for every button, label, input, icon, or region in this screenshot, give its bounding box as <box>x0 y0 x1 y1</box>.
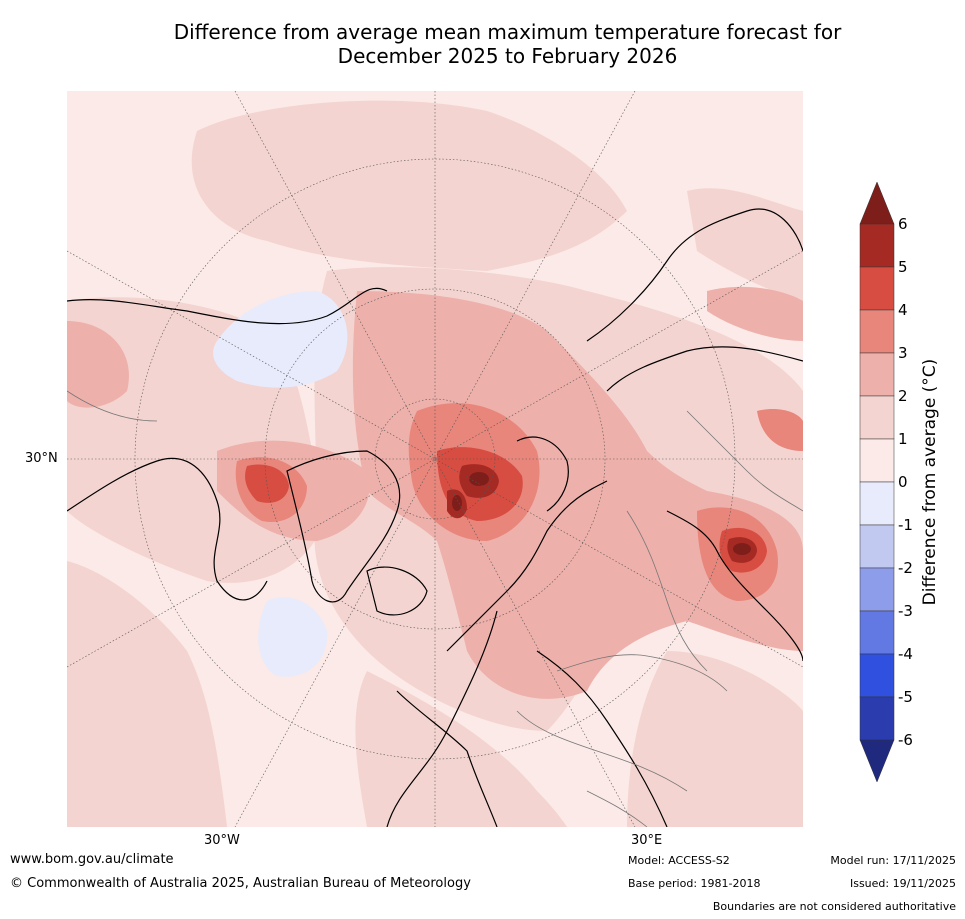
anomaly-level-gt6 <box>452 472 751 555</box>
lon-label-30w: 30°W <box>204 833 240 848</box>
colorbar-overflow-high <box>859 181 895 225</box>
colorbar-ticks: 6 5 4 3 2 1 0 -1 -2 -3 -4 -5 -6 <box>898 215 913 749</box>
title-line-2: December 2025 to February 2026 <box>337 44 678 68</box>
anomaly-level-minus1-0 <box>213 291 348 677</box>
colorbar-tick-label: 0 <box>898 473 908 491</box>
colorbar-tick-label: -6 <box>898 731 913 749</box>
colorbar-swatch <box>859 438 895 483</box>
colorbar-title: Difference from average (°C) <box>920 358 940 606</box>
footer-url[interactable]: www.bom.gov.au/climate <box>10 852 174 867</box>
colorbar-tick-label: -2 <box>898 559 913 577</box>
colorbar-swatch <box>859 309 895 354</box>
colorbar-swatch <box>859 653 895 698</box>
colorbar-swatch <box>859 696 895 741</box>
colorbar-tick-label: -4 <box>898 645 913 663</box>
coastlines <box>67 208 803 827</box>
colorbar-tick-label: 4 <box>898 301 908 319</box>
colorbar-tick-label: 1 <box>898 430 908 448</box>
colorbar-swatch <box>859 352 895 397</box>
colorbar-swatch <box>859 524 895 569</box>
map-title: Difference from average mean maximum tem… <box>60 20 955 68</box>
colorbar-swatch <box>859 266 895 311</box>
colorbar-swatch <box>859 567 895 612</box>
title-line-1: Difference from average mean maximum tem… <box>173 20 842 44</box>
lon-label-30e: 30°E <box>631 833 663 848</box>
colorbar-tick-label: 5 <box>898 258 908 276</box>
colorbar-swatch <box>859 610 895 655</box>
forecast-map <box>67 91 803 827</box>
colorbar-swatch <box>859 223 895 268</box>
colorbar-tick-label: -1 <box>898 516 913 534</box>
country-borders <box>67 390 803 827</box>
lat-label-30n: 30°N <box>25 451 58 466</box>
footer-copyright: © Commonwealth of Australia 2025, Austra… <box>10 876 471 891</box>
colorbar-tick-label: -3 <box>898 602 913 620</box>
footer-disclaimer: Boundaries are not considered authoritat… <box>712 900 956 913</box>
footer-model: Model: ACCESS-S2 <box>628 854 730 867</box>
colorbar-swatch <box>859 481 895 526</box>
footer-model-run: Model run: 17/11/2025 <box>830 854 956 867</box>
colorbar-swatches <box>859 181 895 783</box>
footer-base-period: Base period: 1981-2018 <box>628 877 761 890</box>
colorbar: 6 5 4 3 2 1 0 -1 -2 -3 -4 -5 -6 <box>859 181 913 783</box>
colorbar-overflow-low <box>859 739 895 783</box>
footer-issued: Issued: 19/11/2025 <box>849 877 956 890</box>
colorbar-tick-label: 2 <box>898 387 908 405</box>
colorbar-tick-label: 3 <box>898 344 908 362</box>
colorbar-tick-label: -5 <box>898 688 913 706</box>
colorbar-swatch <box>859 395 895 440</box>
colorbar-tick-label: 6 <box>898 215 908 233</box>
